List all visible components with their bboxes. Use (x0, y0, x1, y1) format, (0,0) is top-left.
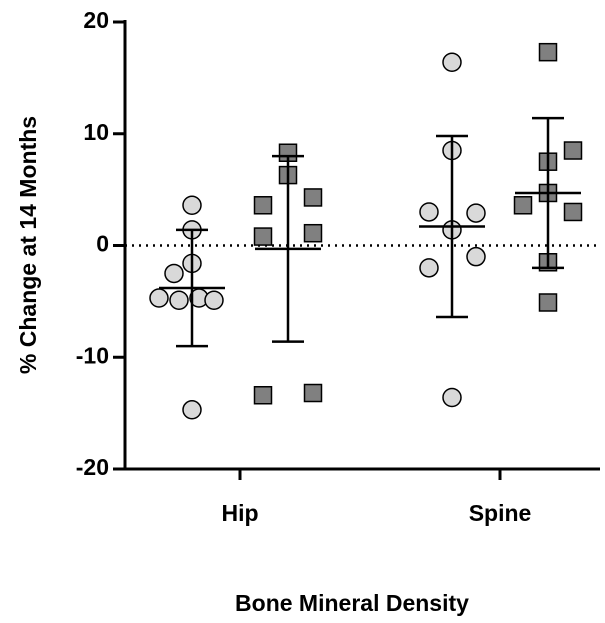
point (419, 258, 439, 278)
point (563, 141, 583, 160)
point (253, 227, 273, 246)
y-tick-label: -20 (76, 454, 109, 480)
x-tick-label: Hip (221, 500, 258, 526)
point (182, 195, 202, 216)
point (253, 196, 273, 215)
point (253, 385, 273, 405)
point (303, 383, 323, 403)
point (164, 263, 184, 284)
point (419, 202, 439, 222)
y-tick-label: -10 (76, 342, 109, 368)
point (466, 246, 486, 267)
point (442, 52, 462, 72)
point (538, 42, 558, 62)
point (182, 400, 202, 420)
point (513, 196, 533, 215)
y-tick-label: 20 (83, 7, 109, 33)
point (538, 293, 558, 312)
point (149, 288, 169, 308)
point (466, 203, 486, 223)
point (303, 223, 323, 243)
point (169, 290, 189, 311)
y-axis-title: % Change at 14 Months (15, 116, 41, 374)
point (204, 290, 224, 311)
y-tick-label: 0 (96, 231, 109, 257)
x-axis-title: Bone Mineral Density (235, 590, 469, 616)
point (563, 202, 583, 222)
point (303, 188, 323, 207)
y-tick-label: 10 (83, 119, 109, 145)
point (442, 387, 462, 408)
x-tick-label: Spine (469, 500, 532, 526)
